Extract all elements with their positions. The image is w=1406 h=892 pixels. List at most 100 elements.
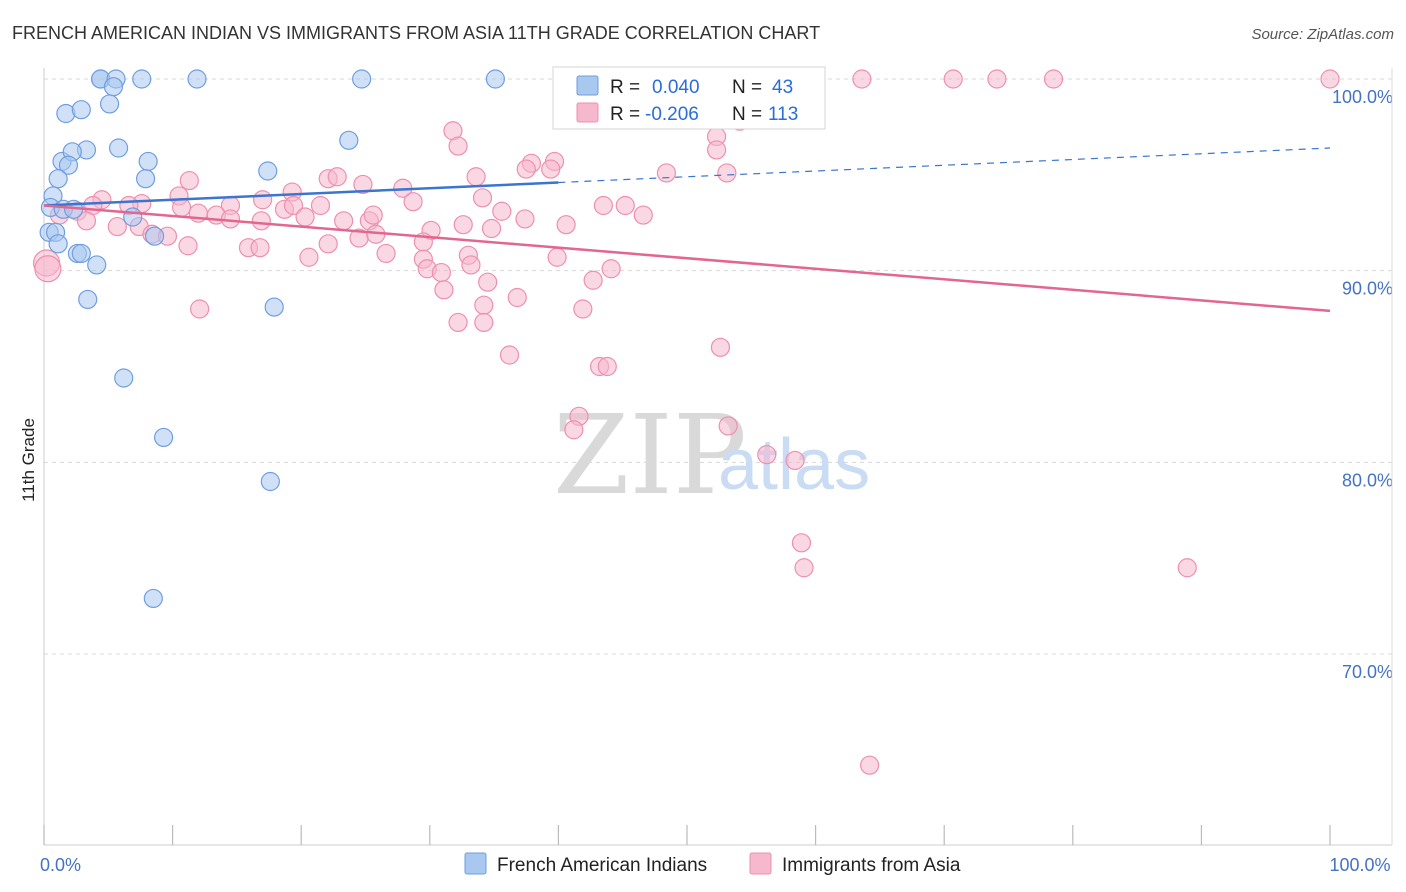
point-immigrants-from-asia-75 [601, 259, 621, 279]
point-french-american-indian-32 [87, 255, 107, 275]
stats-r-label-pink: R = [610, 104, 640, 125]
point-immigrants-from-asia-7 [448, 136, 468, 156]
point-french-american-indian-25 [123, 207, 143, 227]
point-french-american-indian-10 [71, 100, 91, 120]
point-immigrants-from-asia-92 [718, 416, 738, 436]
point-french-american-indian-16 [138, 151, 158, 172]
point-immigrants-from-asia-67 [318, 234, 338, 254]
legend: French American Indians Immigrants from … [464, 852, 961, 876]
stats-n-value-blue: 43 [772, 77, 793, 98]
legend-label-french-american-indians: French American Indians [497, 855, 707, 876]
point-french-american-indian-18 [48, 169, 68, 189]
point-immigrants-from-asia-50 [310, 195, 331, 216]
point-immigrants-from-asia-62 [481, 218, 502, 239]
y-axis-label: 11th Grade [19, 418, 38, 502]
point-immigrants-from-asia-16 [717, 163, 737, 183]
point-immigrants-from-asia-3 [987, 69, 1007, 89]
point-immigrants-from-asia-55 [615, 195, 635, 216]
watermark: ZIP atlas [553, 391, 870, 519]
point-french-american-indian-15 [108, 138, 129, 158]
point-immigrants-from-asia-93 [757, 445, 777, 465]
point-french-american-indian-20 [258, 161, 278, 181]
point-immigrants-from-asia-29 [492, 201, 512, 221]
point-immigrants-from-asia-1 [852, 69, 872, 89]
trend-lines [43, 147, 1331, 313]
point-immigrants-from-asia-27 [403, 192, 423, 212]
point-french-american-indian-3 [132, 69, 152, 89]
point-immigrants-from-asia-87 [499, 345, 520, 365]
point-french-american-indian-17 [58, 155, 79, 175]
point-french-american-indian-8 [99, 94, 120, 114]
point-french-american-indian-35 [114, 368, 134, 388]
point-immigrants-from-asia-91 [564, 420, 584, 440]
point-immigrants-from-asia-85 [474, 312, 494, 333]
point-immigrants-from-asia-63 [515, 209, 535, 229]
point-french-american-indian-31 [71, 243, 91, 264]
point-immigrants-from-asia-73 [461, 255, 481, 275]
trend-line-french-american-indians [43, 181, 559, 207]
y-tick-label-0: 100.0% [1332, 87, 1393, 107]
point-french-american-indian-5 [352, 69, 372, 89]
point-french-american-indian-11 [339, 130, 359, 150]
point-french-american-indian-19 [135, 169, 156, 189]
stats-n-label-blue: N = [732, 77, 762, 98]
point-immigrants-from-asia-53 [556, 215, 576, 235]
point-immigrants-from-asia-34 [283, 195, 304, 216]
point-french-american-indian-6 [485, 69, 505, 89]
point-immigrants-from-asia-54 [593, 195, 614, 216]
point-french-american-indian-7 [103, 77, 124, 97]
point-french-american-indian-29 [48, 234, 68, 254]
point-immigrants-from-asia-28 [472, 188, 493, 208]
point-immigrants-from-asia-43 [334, 211, 354, 231]
point-immigrants-from-asia-13 [516, 159, 536, 179]
point-immigrants-from-asia-89 [597, 356, 617, 377]
trend-line-french-american-indians-extension [558, 147, 1331, 184]
point-immigrants-from-asia-77 [478, 272, 498, 292]
legend-swatch-immigrants-from-asia [749, 852, 772, 875]
point-immigrants-from-asia-98 [860, 755, 880, 775]
point-immigrants-from-asia-14 [541, 159, 561, 179]
stats-r-label-blue: R = [610, 77, 640, 98]
stats-r-value-pink: -0.206 [645, 104, 699, 125]
stats-n-value-pink: 113 [768, 104, 798, 125]
point-immigrants-from-asia-4 [1043, 69, 1064, 89]
point-immigrants-from-asia-64 [178, 236, 198, 256]
point-immigrants-from-asia-80 [190, 299, 210, 319]
x-tick-label-1: 100.0% [1329, 855, 1390, 875]
point-immigrants-from-asia-47 [107, 216, 127, 237]
point-immigrants-from-asia-96 [794, 558, 814, 578]
point-immigrants-from-asia-94 [785, 450, 805, 471]
point-immigrants-from-asia-84 [448, 312, 468, 333]
stats-swatch-pink [576, 102, 599, 123]
point-french-american-indian-33 [78, 289, 98, 310]
point-immigrants-from-asia-45 [363, 205, 383, 225]
legend-swatch-french-american-indians [464, 852, 487, 875]
legend-label-immigrants-from-asia: Immigrants from Asia [782, 855, 961, 876]
point-french-american-indian-37 [260, 471, 280, 492]
series-french-american-indians [39, 69, 505, 609]
y-tick-label-1: 90.0% [1342, 279, 1393, 299]
point-immigrants-from-asia-9 [706, 140, 727, 160]
point-immigrants-from-asia-15 [656, 163, 677, 183]
stats-n-label-pink: N = [732, 104, 762, 125]
point-immigrants-from-asia-83 [573, 299, 593, 319]
stats-swatch-blue [576, 75, 599, 96]
stats-r-value-blue: 0.040 [652, 77, 700, 98]
point-immigrants-from-asia-42 [295, 207, 315, 227]
point-immigrants-from-asia-82 [507, 287, 527, 308]
point-french-american-indian-4 [187, 69, 207, 89]
point-immigrants-from-asia-95 [791, 533, 812, 553]
point-immigrants-from-asia-100 [34, 255, 62, 283]
stats-box: R = 0.040 N = 43 R = -0.206 N = 113 [552, 66, 826, 130]
y-tick-label-3: 70.0% [1342, 662, 1393, 682]
point-immigrants-from-asia-86 [710, 337, 731, 357]
point-immigrants-from-asia-74 [547, 247, 567, 267]
point-french-american-indian-38 [143, 588, 163, 609]
point-immigrants-from-asia-19 [466, 167, 486, 187]
point-immigrants-from-asia-18 [327, 167, 347, 187]
point-immigrants-from-asia-46 [76, 211, 97, 231]
point-immigrants-from-asia-68 [299, 247, 319, 267]
trend-line-immigrants-from-asia [43, 204, 1331, 313]
point-french-american-indian-36 [153, 427, 174, 448]
